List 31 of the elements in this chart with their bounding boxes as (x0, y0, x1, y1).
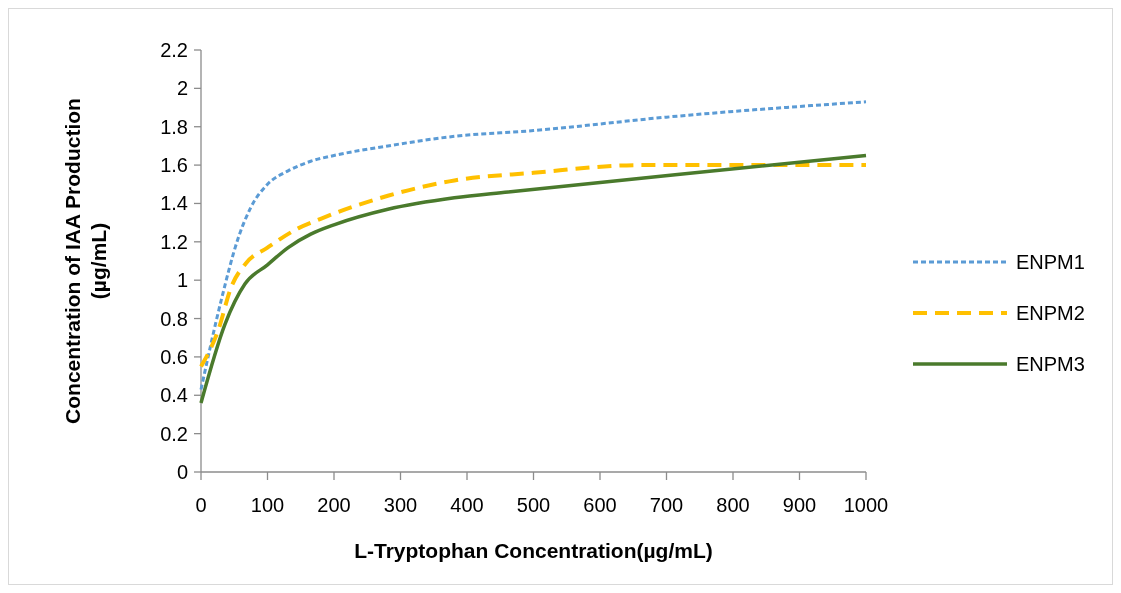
line-series (199, 153, 868, 405)
legend-label: ENPM3 (1016, 353, 1085, 375)
y-tick-label: 1.6 (160, 154, 188, 177)
line-series (199, 163, 868, 369)
line-series (199, 100, 868, 392)
x-tick-label: 900 (782, 494, 817, 516)
y-tick-label: 0.4 (160, 384, 188, 407)
x-tick-label: 200 (317, 494, 351, 516)
x-tick-label: 600 (583, 494, 617, 516)
x-tick-label: 700 (649, 494, 684, 516)
x-tick-label: 100 (250, 494, 285, 516)
x-tick-label: 0 (195, 494, 207, 516)
x-tick-label: 800 (716, 494, 750, 516)
y-tick-label: 0.2 (160, 422, 188, 445)
x-tick-label: 400 (450, 494, 484, 516)
x-tick-label: 500 (516, 494, 551, 516)
y-tick-label: 0 (176, 461, 188, 483)
x-tick-label: 300 (383, 494, 418, 516)
x-axis-title: L-Tryptophan Concentration(µg/mL) (354, 539, 713, 562)
y-tick-label: 2.2 (160, 39, 188, 61)
x-tick-label: 1000 (843, 494, 889, 516)
y-tick-label: 0.8 (160, 307, 188, 330)
y-tick-label: 0.6 (160, 345, 188, 368)
y-axis-title: Concentration of IAA Production (µg/mL) (61, 98, 111, 424)
y-tick-label: 1.2 (160, 230, 188, 253)
legend-label: ENPM2 (1016, 302, 1085, 324)
y-tick-label: 1 (176, 269, 188, 292)
y-tick-label: 1.4 (160, 192, 188, 215)
y-tick-label: 1.8 (160, 115, 188, 138)
y-tick-label: 2 (176, 77, 188, 100)
legend-label: ENPM1 (1016, 251, 1085, 273)
